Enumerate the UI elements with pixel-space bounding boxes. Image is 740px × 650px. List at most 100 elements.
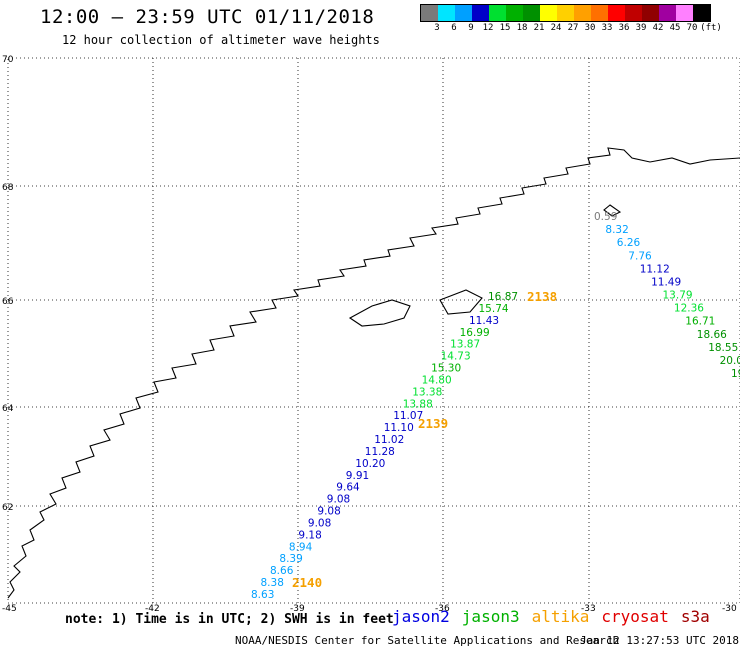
color-swatch	[506, 5, 523, 21]
wave-height-label: 11.10	[384, 422, 414, 434]
lat-lon-grid	[7, 57, 740, 604]
credit-text: NOAA/NESDIS Center for Satellite Applica…	[235, 634, 620, 647]
color-scale-bar	[420, 4, 711, 22]
map-subtitle: 12 hour collection of altimeter wave hei…	[62, 33, 380, 47]
wave-height-label: 16.71	[685, 316, 715, 328]
wave-height-label: 9.18	[298, 529, 321, 541]
wave-height-label: 11.43	[469, 315, 499, 327]
lat-label-64: 64	[2, 404, 14, 414]
wave-height-label: 16.99	[460, 327, 490, 339]
wave-height-label: 10.20	[355, 458, 385, 470]
satellite-s3a: s3a	[680, 607, 710, 626]
color-scale-label: 33	[601, 23, 613, 33]
color-scale-label: 21	[533, 23, 545, 33]
color-swatch	[557, 5, 574, 21]
color-scale-label: 39	[635, 23, 647, 33]
color-scale-label: 42	[652, 23, 664, 33]
wave-height-label: 8.39	[279, 553, 302, 565]
color-scale-labels: 3 6 9 12 15 18 21 24 27 30 33 36 39 42 45 70 (ft)	[420, 23, 740, 35]
color-scale-label: 70	[686, 23, 698, 33]
color-scale-label: 24	[550, 23, 562, 33]
color-swatch	[455, 5, 472, 21]
wave-height-label: 9.64	[336, 482, 360, 494]
satellite-jason3: jason3	[461, 607, 520, 626]
lat-label-70: 70	[2, 55, 14, 65]
lat-label-62: 62	[2, 503, 13, 513]
color-scale-label: 15	[499, 23, 511, 33]
color-swatch	[642, 5, 659, 21]
wave-height-label: 11.28	[365, 446, 395, 458]
satellite-cryosat: cryosat	[601, 607, 669, 626]
wave-height-label: 8.94	[289, 541, 313, 553]
wave-height-label: 9.08	[317, 506, 340, 518]
lon-label-36: -36	[435, 604, 450, 614]
map-title: 12:00 – 23:59 UTC 01/11/2018	[40, 6, 375, 28]
wave-height-label: 15.30	[431, 363, 461, 375]
lon-label-39: -39	[290, 604, 305, 614]
color-swatch	[540, 5, 557, 21]
wave-height-label: 13.88	[403, 398, 433, 410]
wave-height-label: 11.02	[374, 434, 404, 446]
wave-height-label: 13.79	[663, 290, 693, 302]
color-swatch	[676, 5, 693, 21]
wave-height-label: 8.66	[270, 565, 294, 577]
color-swatch	[472, 5, 489, 21]
wave-height-label: 18.55	[708, 342, 738, 354]
wave-height-label: 0.59	[594, 211, 617, 223]
wave-height-label: 15.74	[479, 303, 509, 315]
lat-label-68: 68	[2, 183, 14, 193]
lon-label-45: -45	[2, 604, 17, 614]
satellite-altika: altika	[531, 607, 590, 626]
color-scale-label: (ft)	[700, 23, 722, 33]
color-swatch	[574, 5, 591, 21]
lon-label-42: -42	[145, 604, 160, 614]
color-scale-label: 3	[434, 23, 440, 33]
color-swatch	[523, 5, 540, 21]
timestamp-text: Jan 12 13:27:53 UTC 2018	[580, 634, 739, 647]
color-swatch	[625, 5, 642, 21]
wave-height-label: 7.76	[628, 250, 652, 262]
wave-height-label: 14.73	[441, 351, 471, 363]
satellite-legend: jason2 jason3 altika cryosat s3a	[392, 607, 722, 626]
pass-time-2139: 2139	[418, 416, 448, 431]
wave-height-label: 14.80	[422, 374, 452, 386]
color-scale-label: 18	[516, 23, 528, 33]
wave-height-label: 20.0	[720, 355, 740, 367]
wave-height-label: 6.26	[617, 237, 641, 249]
wave-height-label: 9.08	[308, 518, 331, 530]
wave-height-label: 8.38	[261, 577, 284, 589]
lon-label-33: -33	[581, 604, 596, 614]
note-text: note: 1) Time is in UTC; 2) SWH is in fe…	[65, 612, 394, 627]
coastline	[7, 147, 740, 599]
wave-height-label: 11.12	[640, 263, 670, 275]
pass-time-2140: 2140	[292, 575, 322, 590]
color-scale-label: 27	[567, 23, 579, 33]
wave-height-label: 18.66	[697, 329, 727, 341]
pass-time-2138: 2138	[527, 289, 557, 304]
color-scale-label: 6	[451, 23, 457, 33]
color-swatch	[693, 5, 710, 21]
wave-height-label: 13.87	[450, 339, 480, 351]
color-swatch	[489, 5, 506, 21]
satellite-jason2: jason2	[392, 607, 450, 626]
lat-label-66: 66	[2, 297, 14, 307]
wave-height-label: 9.91	[346, 470, 369, 482]
color-scale-label: 12	[482, 23, 494, 33]
color-swatch	[608, 5, 625, 21]
color-swatch	[421, 5, 438, 21]
color-scale-label: 9	[468, 23, 474, 33]
color-scale-label: 30	[584, 23, 596, 33]
wave-height-label: 11.49	[651, 276, 681, 288]
latitude-labels: 70 68 66 64 62	[2, 55, 14, 513]
wave-height-label: 12.36	[674, 303, 704, 315]
color-swatch	[659, 5, 676, 21]
wave-height-label: 19	[731, 368, 740, 380]
wave-height-label: 16.87	[488, 291, 518, 303]
altimeter-pass-b: 16.8715.7411.4316.9913.8714.7315.3014.80…	[251, 291, 518, 601]
wave-height-label: 13.38	[412, 386, 442, 398]
color-swatch	[438, 5, 455, 21]
color-scale-label: 36	[618, 23, 630, 33]
color-scale-label: 45	[669, 23, 681, 33]
